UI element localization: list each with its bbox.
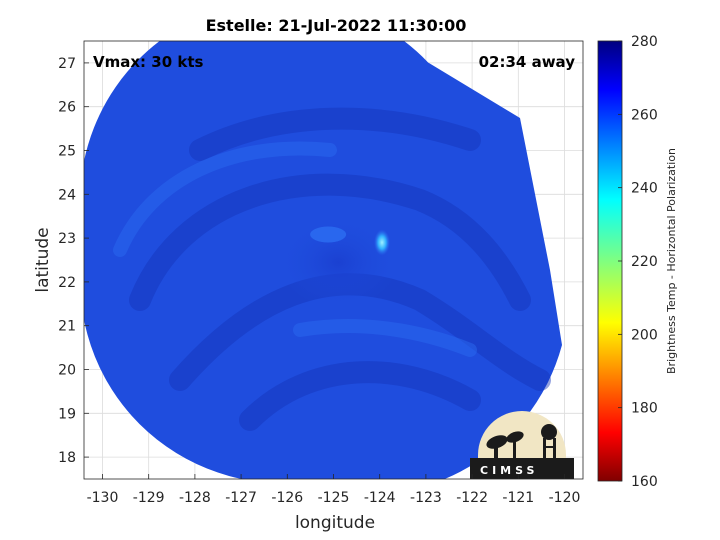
logo-text: CIMSS xyxy=(480,464,538,477)
rain-band xyxy=(189,107,481,161)
y-axis: 18 19 20 21 22 23 24 25 26 27 xyxy=(58,56,89,466)
y-tick-label: 24 xyxy=(58,187,76,203)
colorbar-tick-label: 280 xyxy=(631,34,658,50)
warm-band xyxy=(293,319,477,357)
x-tick-label: -126 xyxy=(271,490,303,506)
light-patch xyxy=(310,226,347,243)
x-tick-label: -120 xyxy=(549,490,581,506)
x-tick-label: -127 xyxy=(225,490,257,506)
colorbar-ticks: 160 180 200 220 240 260 280 xyxy=(618,34,658,490)
x-tick-label: -125 xyxy=(318,490,350,506)
colorbar-tick-label: 240 xyxy=(631,181,658,197)
y-tick-label: 20 xyxy=(58,363,76,379)
x-axis: -130 -129 -128 -127 -126 -125 -124 -123 -122 -121… xyxy=(87,474,581,506)
y-tick-label: 18 xyxy=(58,450,76,466)
colorbar-tick-label: 220 xyxy=(631,254,658,270)
y-tick-label: 25 xyxy=(58,144,76,160)
x-axis-label: longitude xyxy=(295,513,375,533)
colorbar: 160 180 200 220 240 260 280 Brightness Temp - … xyxy=(597,34,678,490)
rain-band xyxy=(169,273,551,391)
y-tick-label: 26 xyxy=(58,100,76,116)
colorbar-label: Brightness Temp - Horizontal Polarizatio… xyxy=(665,148,678,374)
x-tick-label: -124 xyxy=(364,490,396,506)
rain-band xyxy=(239,361,481,431)
y-axis-label: latitude xyxy=(33,227,53,292)
brightness-temp-field xyxy=(84,41,562,479)
cimss-logo: CIMSS xyxy=(470,411,574,479)
x-tick-label: -129 xyxy=(133,490,165,506)
chart-title: Estelle: 21-Jul-2022 11:30:00 xyxy=(206,16,467,35)
colorbar-tick-label: 180 xyxy=(631,401,658,417)
colorbar-tick-label: 200 xyxy=(631,327,658,343)
y-tick-label: 27 xyxy=(58,56,76,72)
storm-center xyxy=(278,217,399,308)
vmax-annotation: Vmax: 30 kts xyxy=(93,53,203,71)
x-tick-label: -121 xyxy=(502,490,534,506)
time-away-annotation: 02:34 away xyxy=(479,53,576,71)
colorbar-tick-label: 260 xyxy=(631,107,658,123)
y-tick-label: 23 xyxy=(58,231,76,247)
bright-spot xyxy=(374,229,391,256)
y-tick-label: 22 xyxy=(58,275,76,291)
x-tick-label: -123 xyxy=(410,490,442,506)
x-tick-label: -128 xyxy=(179,490,211,506)
x-tick-label: -130 xyxy=(87,490,119,506)
y-tick-label: 19 xyxy=(58,406,76,422)
rain-band xyxy=(129,173,531,311)
warm-band xyxy=(113,141,337,257)
y-tick-label: 21 xyxy=(58,319,76,335)
x-tick-label: -122 xyxy=(456,490,488,506)
colorbar-tick-label: 160 xyxy=(631,474,658,490)
